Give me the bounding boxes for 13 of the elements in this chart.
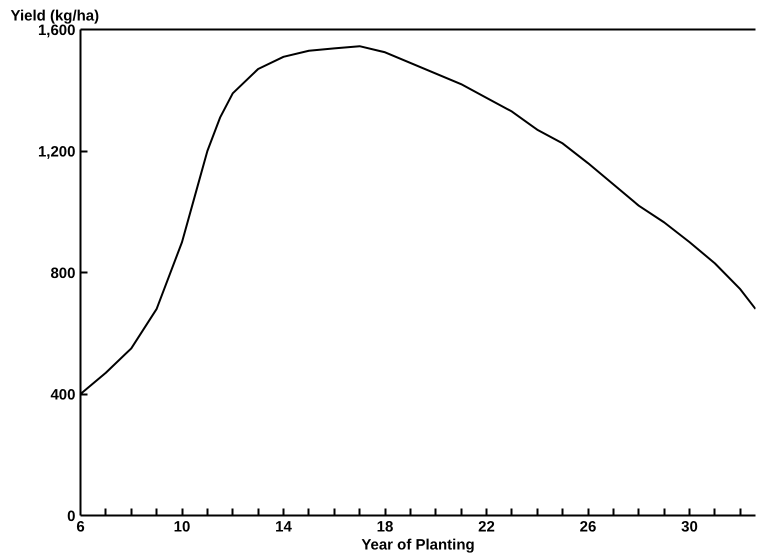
x-tick-label: 26 [580, 518, 596, 536]
x-axis-title: Year of Planting [361, 536, 475, 554]
y-tick-label: 400 [50, 386, 76, 404]
y-axis-title: Yield (kg/ha) [10, 8, 100, 24]
x-tick-label: 10 [174, 518, 190, 536]
x-tick-label: 30 [681, 518, 698, 536]
x-tick-label: 14 [275, 518, 293, 536]
x-tick-label: 18 [376, 518, 394, 536]
y-tick-label: 800 [50, 265, 76, 282]
y-tick-label: 1,200 [38, 144, 76, 160]
y-tick-label: 0 [67, 508, 76, 525]
x-tick-label: 6 [76, 518, 85, 536]
x-tick-label: 22 [478, 518, 495, 536]
